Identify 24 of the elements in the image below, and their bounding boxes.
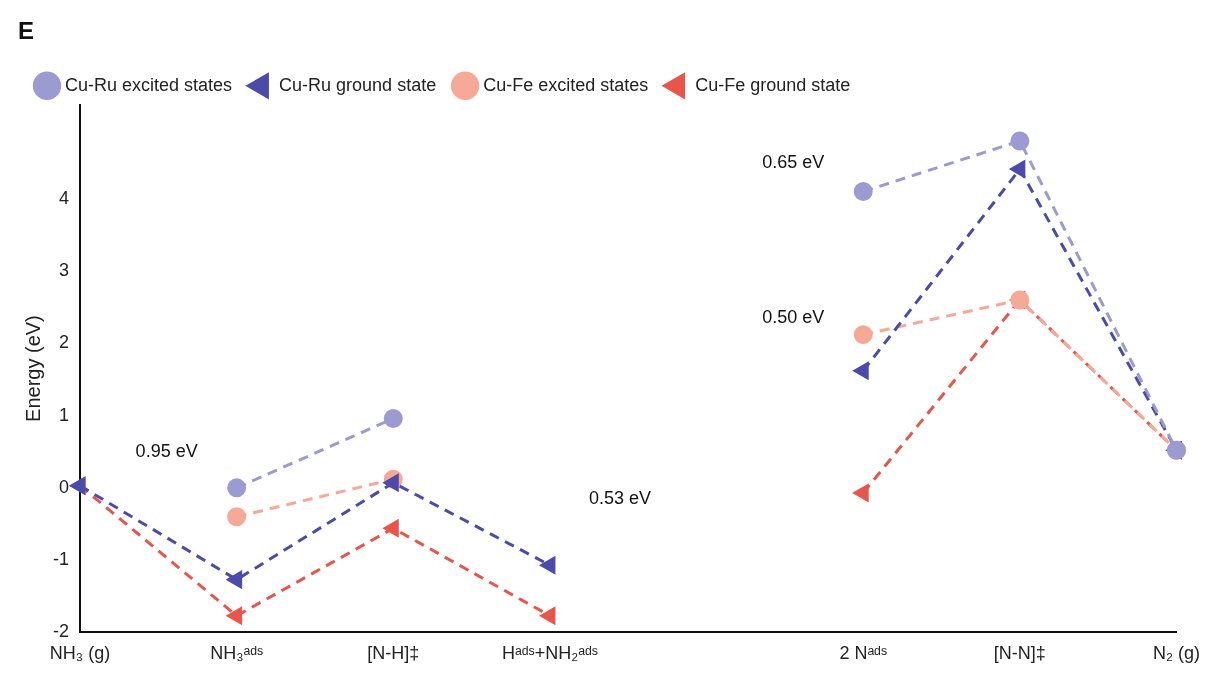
legend-label: Cu-Ru excited states xyxy=(65,74,233,95)
y-tick-label: 1 xyxy=(58,404,69,425)
x-tick-label: Hᵃᵈˢ+NH₂ᵃᵈˢ xyxy=(502,643,598,664)
y-tick-label: -2 xyxy=(52,621,69,642)
legend-label: Cu-Fe excited states xyxy=(483,74,649,95)
annotation: 0.95 eV xyxy=(135,440,198,461)
legend-label: Cu-Ru ground state xyxy=(279,74,437,95)
annotation: 0.50 eV xyxy=(762,306,825,327)
annotation: 0.65 eV xyxy=(762,151,825,172)
x-tick-label: NH₃ (g) xyxy=(49,643,111,664)
x-tick-label: N₂ (g) xyxy=(1153,643,1201,664)
legend-label: Cu-Fe ground state xyxy=(695,74,851,95)
y-tick-label: 2 xyxy=(58,332,69,353)
y-tick-label: -1 xyxy=(52,549,69,570)
y-axis-title: Energy (eV) xyxy=(21,315,44,422)
y-tick-label: 4 xyxy=(58,187,69,208)
x-tick-label: 2 Nᵃᵈˢ xyxy=(839,643,888,664)
annotation: 0.53 eV xyxy=(588,487,651,508)
y-tick-label: 0 xyxy=(58,476,69,497)
y-tick-label: 3 xyxy=(58,260,69,280)
x-tick-label: [N-H]‡ xyxy=(367,643,420,664)
x-tick-label: NH₃ᵃᵈˢ xyxy=(210,643,264,664)
chart-title: E xyxy=(18,17,35,45)
x-tick-label: [N-N]‡ xyxy=(993,643,1046,664)
